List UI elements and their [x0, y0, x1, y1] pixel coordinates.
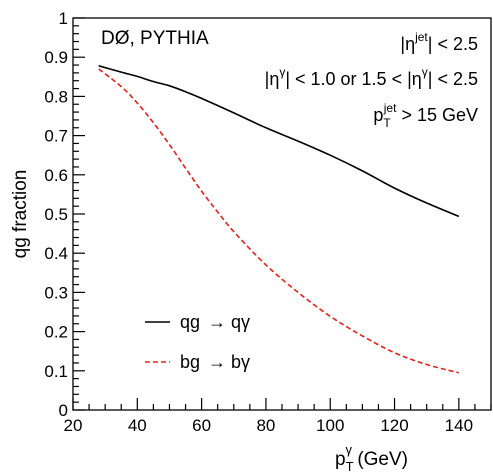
experiment-label: DØ, PYTHIA — [101, 28, 209, 49]
series-line-bg — [98, 68, 460, 374]
y-tick-label: 1 — [59, 9, 68, 28]
y-axis-label: qg fraction — [10, 170, 31, 259]
x-axis-label: pTγ (GeV) — [335, 442, 408, 474]
axis-ticks — [72, 17, 492, 411]
y-tick-label: 0.2 — [44, 323, 68, 342]
y-tick-label: 0 — [59, 401, 68, 420]
y-tick-label: 0.3 — [44, 283, 68, 302]
y-tick-label: 0.1 — [44, 362, 68, 381]
series-lines — [98, 65, 460, 374]
cut-eta-jet: |ηjet| < 2.5 — [400, 30, 478, 54]
y-tick-label: 0.8 — [44, 87, 68, 106]
x-tick-label: 80 — [256, 416, 275, 435]
cut-pt-jet: pTjet > 15 GeV — [373, 101, 478, 130]
x-tick-label: 60 — [192, 416, 211, 435]
y-tick-label: 0.4 — [44, 244, 68, 263]
x-tick-label: 120 — [380, 416, 408, 435]
y-tick-label: 0.7 — [44, 127, 68, 146]
x-tick-label: 100 — [316, 416, 344, 435]
x-tick-label: 140 — [445, 416, 473, 435]
y-tick-label: 0.9 — [44, 48, 68, 67]
y-tick-label: 0.6 — [44, 166, 68, 185]
x-tick-label: 20 — [64, 416, 83, 435]
x-tick-labels: 20 40 60 80 100 120 140 — [64, 416, 473, 435]
cut-eta-photon: |ηγ| < 1.0 or 1.5 < |ηγ| < 2.5 — [265, 65, 478, 89]
legend-label-bg: bg → bγ — [180, 352, 250, 372]
legend: qg → qγ bg → bγ — [145, 312, 250, 372]
x-tick-label: 40 — [128, 416, 147, 435]
y-tick-label: 0.5 — [44, 205, 68, 224]
series-line-qg — [98, 65, 460, 218]
legend-label-qg: qg → qγ — [180, 312, 250, 332]
y-tick-labels: 0 0.1 0.2 0.3 0.4 0.5 0.6 0.7 0.8 0.9 1 — [44, 9, 68, 420]
